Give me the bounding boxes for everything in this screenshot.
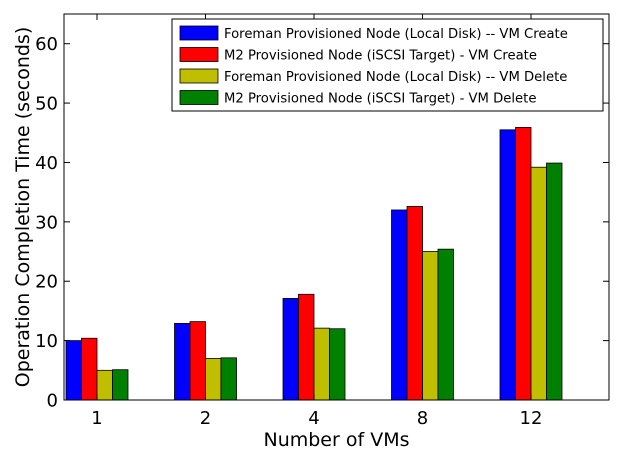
bar (81, 337, 98, 401)
bar (437, 248, 454, 401)
x-axis-label: Number of VMs (263, 429, 409, 451)
y-tick-label: 60 (35, 34, 58, 55)
y-tick-label: 0 (47, 391, 58, 412)
y-tick-label: 30 (35, 212, 58, 233)
legend-swatch (179, 68, 219, 84)
bar (391, 209, 408, 401)
bar (530, 166, 547, 401)
bar (205, 358, 222, 401)
x-tick-label: 4 (308, 408, 319, 429)
legend-label: Foreman Provisioned Node (Local Disk) --… (224, 70, 567, 85)
bar (65, 340, 82, 401)
legend-swatch (179, 25, 219, 41)
plot-frame (63, 13, 610, 401)
bar (174, 322, 191, 401)
x-tick-label: 1 (91, 408, 102, 429)
legend-box (171, 18, 604, 112)
bar (282, 298, 299, 401)
bar (329, 328, 346, 401)
y-tick-label: 10 (35, 331, 58, 352)
bar (220, 357, 237, 401)
y-axis-label: Operation Completion Time (seconds) (12, 27, 34, 387)
bar (96, 369, 113, 401)
x-tick-label: 12 (520, 408, 543, 429)
legend: Foreman Provisioned Node (Local Disk) --… (171, 18, 604, 112)
y-tick-label: 20 (35, 272, 58, 293)
x-tick-label: 2 (200, 408, 211, 429)
x-tick-label: 8 (417, 408, 428, 429)
bars-layer (65, 127, 563, 401)
legend-label: M2 Provisioned Node (iSCSI Target) - VM … (224, 92, 536, 107)
legend-label: Foreman Provisioned Node (Local Disk) --… (224, 27, 568, 42)
legend-swatch (179, 90, 219, 105)
y-tick-label: 50 (35, 94, 58, 115)
bar (515, 127, 532, 401)
legend-swatch (179, 47, 219, 62)
y-tick-label: 40 (35, 153, 58, 174)
bar (298, 293, 315, 401)
bar (112, 369, 129, 401)
legend-label: M2 Provisioned Node (iSCSI Target) - VM … (224, 49, 537, 64)
bar (189, 321, 206, 401)
bar (313, 327, 330, 401)
bar (406, 206, 423, 401)
bar (546, 162, 563, 401)
bar (499, 129, 516, 401)
bar (422, 251, 439, 401)
